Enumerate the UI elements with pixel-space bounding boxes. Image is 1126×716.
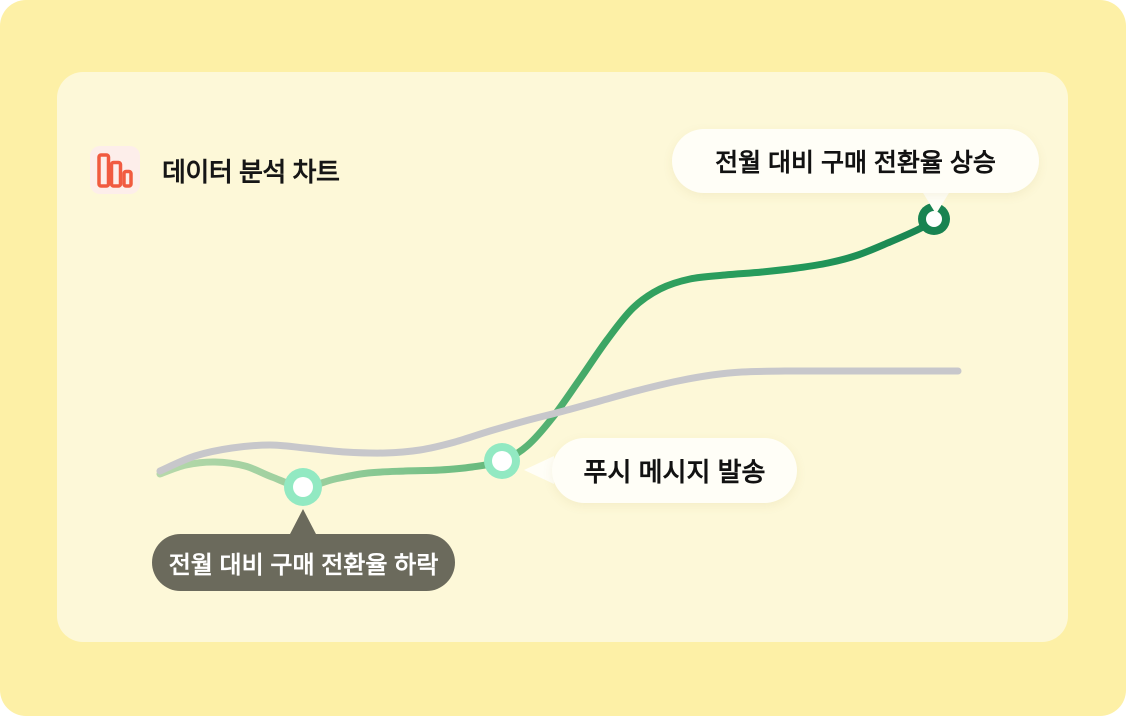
bar-chart-icon: [90, 146, 140, 194]
rise-annotation-bubble: 전월 대비 구매 전환율 상승: [672, 129, 1039, 193]
push-annotation-bubble: 푸시 메시지 발송: [552, 438, 797, 503]
marker-rise-center: [926, 211, 942, 227]
card-header: 데이터 분석 차트: [90, 146, 340, 194]
marker-push-center: [492, 451, 512, 471]
drop-annotation-tooltip: 전월 대비 구매 전환율 하락: [152, 534, 455, 591]
baseline-line: [156, 367, 962, 475]
drop-tooltip-tail: [289, 509, 317, 536]
page-title: 데이터 분석 차트: [162, 156, 340, 187]
marker-drop-center: [293, 477, 313, 497]
push-bubble-tail: [524, 456, 554, 484]
